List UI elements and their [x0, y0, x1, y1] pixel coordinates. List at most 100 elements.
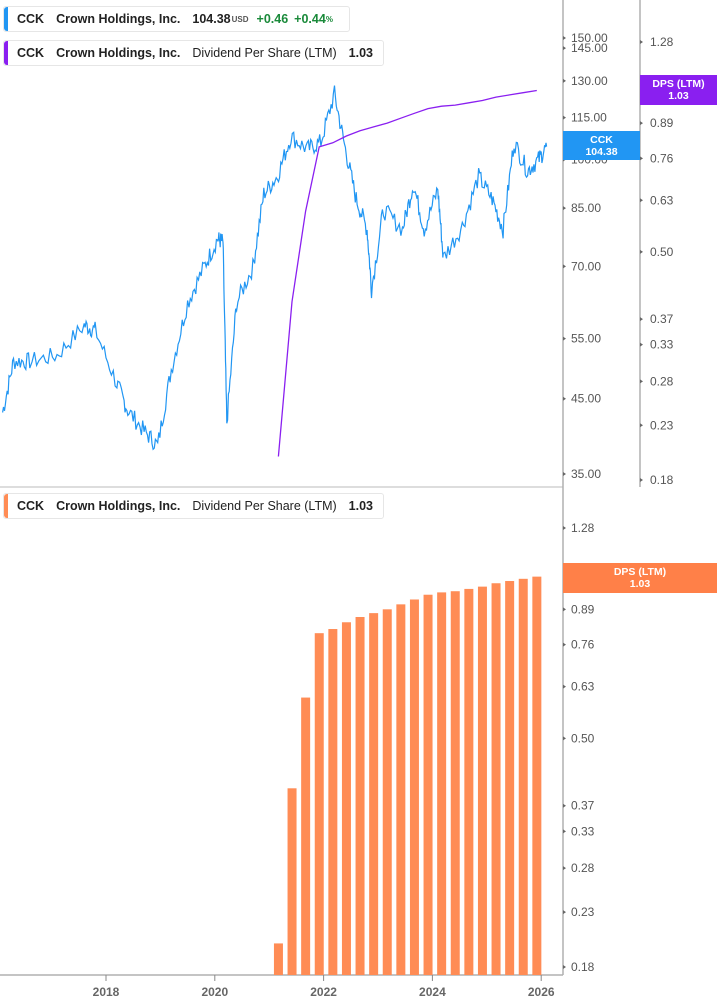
dps-bar [301, 697, 311, 975]
tick-mark [640, 423, 643, 428]
dps-bar [341, 622, 351, 975]
price-tick-label: 115.00 [571, 111, 607, 125]
dps-bar [518, 578, 528, 975]
legend-change-pct: +0.44 [294, 12, 326, 26]
tick-mark [640, 198, 643, 203]
dps-tick-label: 0.76 [571, 638, 595, 652]
tick-mark [563, 396, 566, 401]
dps-bar [423, 594, 433, 975]
legend-ticker: CCK [17, 12, 45, 26]
legend-company: Crown Holdings, Inc. [56, 12, 181, 26]
legend-metric: Dividend Per Share (LTM) [192, 46, 337, 60]
dps-series-line [277, 89, 537, 457]
tick-mark [563, 965, 566, 969]
dps-tick-label: 0.50 [650, 245, 674, 259]
dps-bar [382, 609, 392, 975]
price-tick-label: 130.00 [571, 74, 608, 88]
legend-company: Crown Holdings, Inc. [56, 46, 181, 60]
dps-bar [314, 633, 324, 975]
dps-tick-label: 0.23 [650, 418, 674, 432]
dps-tick-label: 0.18 [571, 960, 595, 974]
price-tick-label: 145.00 [571, 41, 608, 55]
legend-dps-top[interactable]: CCK Crown Holdings, Inc. Dividend Per Sh… [3, 40, 385, 66]
tick-mark [563, 46, 566, 51]
x-tick-label: 2026 [528, 985, 555, 999]
dps-tick-label: 0.63 [571, 680, 595, 694]
x-tick-label: 2024 [419, 985, 446, 999]
dps-tick-label: 0.18 [650, 473, 674, 487]
tick-mark [640, 379, 643, 384]
series-color-swatch [4, 494, 8, 518]
legend-price-value: 104.38 [192, 12, 231, 26]
dps-bar [287, 788, 297, 975]
price-tick-label: 55.00 [571, 332, 601, 346]
dps-bar [532, 576, 542, 975]
legend-dps-bottom[interactable]: CCK Crown Holdings, Inc. Dividend Per Sh… [3, 493, 385, 519]
legend-currency: USD [231, 14, 249, 24]
price-series-line [2, 85, 548, 451]
tick-mark [563, 866, 566, 871]
dps-bar [491, 583, 501, 975]
dps-tag-label: DPS (LTM) [652, 78, 705, 90]
dps-bottom-tag: DPS (LTM) 1.03 [563, 563, 717, 593]
price-tag-label: CCK [590, 133, 613, 146]
tick-mark [563, 526, 566, 530]
dps-bar [369, 613, 379, 975]
tick-mark [640, 342, 643, 347]
price-tick-label: 150.00 [571, 31, 608, 45]
legend-metric: Dividend Per Share (LTM) [192, 499, 337, 513]
dps-tick-label: 1.28 [571, 521, 595, 535]
price-tick-label: 45.00 [571, 392, 601, 406]
series-color-swatch [4, 41, 8, 65]
legend-ticker: CCK [17, 499, 45, 513]
tick-mark [640, 249, 643, 254]
tick-mark [640, 40, 643, 44]
tick-mark [563, 36, 566, 40]
dps-bar [477, 586, 487, 975]
dps-bar [396, 604, 406, 975]
tick-mark [563, 684, 566, 689]
tick-mark [563, 642, 566, 647]
dps-tick-label: 0.89 [650, 116, 674, 130]
tick-mark [563, 803, 566, 808]
legend-price[interactable]: CCK Crown Holdings, Inc. 104.38 USD +0.4… [3, 6, 350, 32]
tick-mark [563, 736, 566, 741]
price-tick-label: 85.00 [571, 201, 601, 215]
dps-tick-label: 0.33 [650, 338, 674, 352]
tick-mark [563, 829, 566, 834]
price-tick-label: 35.00 [571, 467, 601, 481]
dps-tag-label: DPS (LTM) [613, 566, 667, 578]
dps-tick-label: 0.28 [571, 861, 595, 875]
dps-tick-label: 0.37 [650, 312, 674, 326]
legend-value: 1.03 [348, 46, 374, 60]
dps-tick-label: 0.89 [571, 602, 595, 616]
dps-bar [409, 599, 419, 975]
tick-mark [640, 121, 643, 126]
price-tag-value: 104.38 [585, 145, 618, 158]
tick-mark [563, 78, 566, 83]
tick-mark [563, 910, 566, 915]
x-tick-label: 2018 [93, 985, 120, 999]
dps-bar [437, 592, 447, 975]
tick-mark [640, 478, 643, 482]
dps-tick-label: 1.28 [650, 35, 674, 49]
dps-bar [355, 616, 365, 975]
dps-tick-label: 0.23 [571, 905, 595, 919]
legend-company: Crown Holdings, Inc. [56, 499, 181, 513]
tick-mark [563, 472, 566, 476]
tick-mark [563, 336, 566, 341]
dps-tick-label: 0.28 [650, 374, 674, 388]
dps-tag-value: 1.03 [668, 90, 689, 102]
dps-bar [328, 629, 338, 975]
dps-tick-label: 0.33 [571, 824, 595, 838]
dps-tick-label: 0.50 [571, 731, 595, 745]
x-tick-label: 2020 [201, 985, 228, 999]
x-tick-label: 2022 [310, 985, 337, 999]
legend-change: +0.46 [256, 12, 289, 26]
legend-pct-sign: % [325, 14, 333, 24]
price-tick-label: 70.00 [571, 259, 601, 273]
dps-tag-value: 1.03 [629, 578, 651, 590]
dps-bar [505, 581, 515, 975]
dps-bar [273, 943, 283, 975]
